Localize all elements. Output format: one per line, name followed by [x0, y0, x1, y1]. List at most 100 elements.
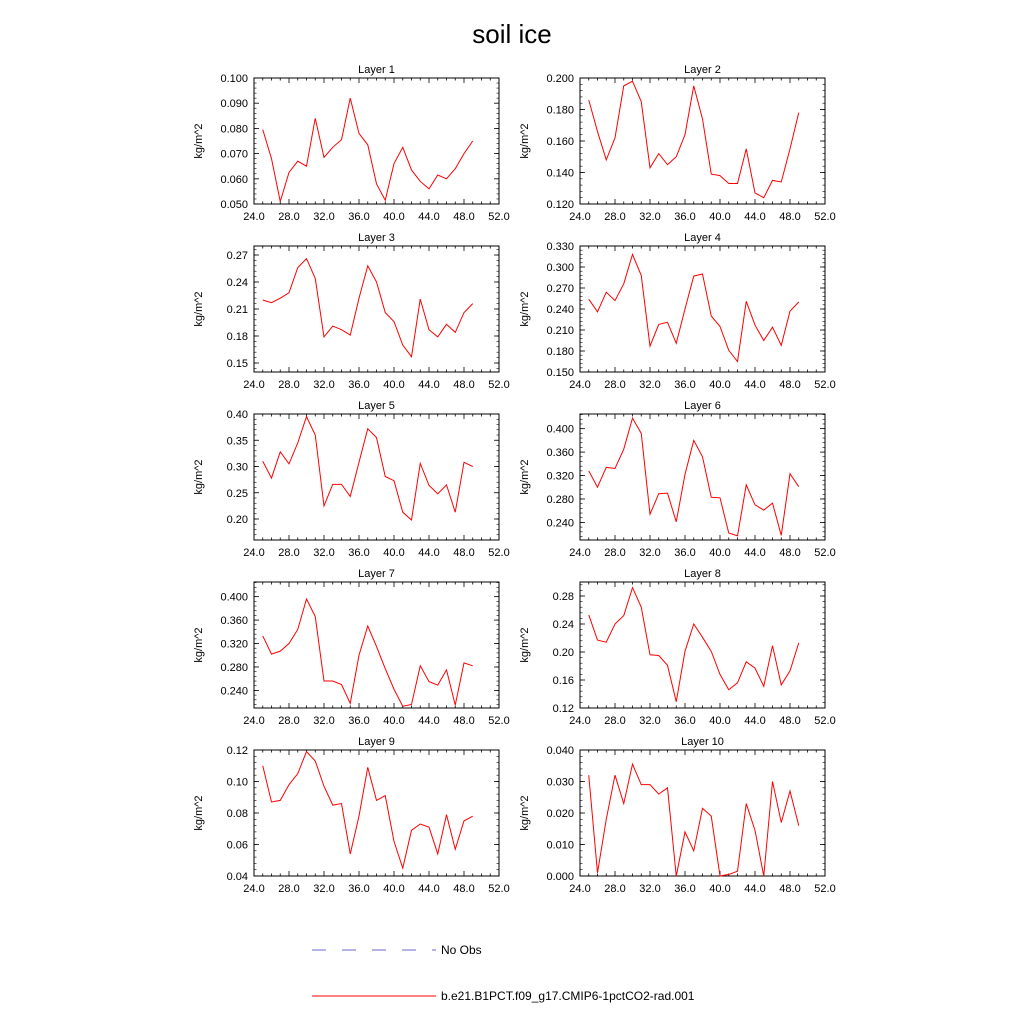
- y-tick-label: 0.000: [546, 871, 574, 883]
- x-tick-label: 52.0: [488, 379, 509, 391]
- x-tick-label: 32.0: [313, 547, 334, 559]
- y-tick-label: 0.320: [546, 471, 574, 483]
- x-tick-label: 48.0: [779, 715, 800, 727]
- series-line: [262, 98, 474, 202]
- x-tick-label: 32.0: [639, 211, 660, 223]
- y-tick-label: 0.35: [227, 435, 248, 447]
- x-tick-label: 44.0: [744, 547, 765, 559]
- y-tick-label: 0.030: [546, 777, 574, 789]
- x-tick-label: 24.0: [569, 883, 590, 895]
- x-tick-label: 32.0: [639, 547, 660, 559]
- y-tick-label: 0.120: [546, 199, 574, 211]
- y-tick-label: 0.140: [546, 168, 574, 180]
- x-tick-label: 48.0: [453, 883, 474, 895]
- panel-layer-4: Layer 4 kg/m^2 24.0 28.0 32.0 36.0 40.0 44.0 48.…: [519, 232, 836, 391]
- series-line: [262, 597, 473, 707]
- x-tick-label: 24.0: [243, 211, 264, 223]
- panel-title: Layer 10: [681, 736, 724, 748]
- y-tick-label: 0.160: [546, 136, 574, 148]
- panel-layer-5: Layer 5 kg/m^2 24.0 28.0 32.0 36.0 40.0 44.0 48.…: [193, 400, 510, 559]
- y-tick-label: 0.08: [227, 808, 248, 820]
- y-tick-label: 0.25: [227, 488, 248, 500]
- panel-layer-3: Layer 3 kg/m^2 24.0 28.0 32.0 36.0 40.0 44.0 48.…: [193, 232, 510, 391]
- x-tick-label: 52.0: [814, 883, 835, 895]
- legend: No Obs b.e21.B1PCT.f09_g17.CMIP6-1pctCO2…: [312, 943, 695, 1003]
- x-tick-label: 32.0: [313, 715, 334, 727]
- x-tick-label: 52.0: [814, 547, 835, 559]
- x-tick-label: 24.0: [243, 547, 264, 559]
- x-tick-label: 28.0: [278, 211, 299, 223]
- panel-layer-1: Layer 1 kg/m^2 24.0 28.0 32.0 36.0 40.0 44.0 48.…: [193, 64, 510, 223]
- y-tick-label: 0.040: [546, 745, 574, 757]
- y-tick-label: 0.400: [220, 592, 248, 604]
- plot-frame: [579, 245, 826, 373]
- y-tick-label: 0.40: [227, 409, 248, 421]
- y-tick-label: 0.080: [220, 123, 248, 135]
- y-tick-label: 0.360: [220, 615, 248, 627]
- x-tick-label: 32.0: [639, 883, 660, 895]
- x-tick-label: 40.0: [709, 547, 730, 559]
- panel-title: Layer 1: [358, 64, 395, 76]
- x-tick-label: 40.0: [709, 379, 730, 391]
- x-tick-label: 48.0: [453, 547, 474, 559]
- y-tick-label: 0.200: [546, 73, 574, 85]
- x-tick-label: 48.0: [453, 211, 474, 223]
- y-tick-label: 0.060: [220, 174, 248, 186]
- panel-layer-6: Layer 6 kg/m^2 24.0 28.0 32.0 36.0 40.0 44.0 48.…: [519, 400, 836, 559]
- x-tick-label: 28.0: [278, 547, 299, 559]
- y-tick-label: 0.020: [546, 808, 574, 820]
- y-tick-label: 0.30: [227, 462, 248, 474]
- x-tick-label: 24.0: [243, 715, 264, 727]
- y-tick-label: 0.330: [546, 241, 574, 253]
- x-tick-label: 24.0: [569, 211, 590, 223]
- x-tick-label: 44.0: [418, 547, 439, 559]
- y-tick-label: 0.050: [220, 199, 248, 211]
- panel-title: Layer 2: [684, 64, 721, 76]
- x-tick-label: 24.0: [243, 379, 264, 391]
- y-axis-label: kg/m^2: [193, 291, 205, 326]
- x-tick-label: 40.0: [709, 715, 730, 727]
- y-tick-label: 0.20: [227, 514, 248, 526]
- panel-layer-9: Layer 9 kg/m^2 24.0 28.0 32.0 36.0 40.0 44.0 48.…: [193, 736, 510, 895]
- y-axis-label: kg/m^2: [193, 795, 205, 830]
- x-tick-label: 52.0: [488, 883, 509, 895]
- y-tick-label: 0.24: [227, 277, 248, 289]
- series-line: [262, 257, 474, 358]
- x-tick-label: 28.0: [604, 379, 625, 391]
- y-tick-label: 0.070: [220, 149, 248, 161]
- y-tick-label: 0.21: [227, 304, 248, 316]
- panel-title: Layer 7: [358, 568, 395, 580]
- y-tick-label: 0.240: [220, 685, 248, 697]
- x-tick-label: 48.0: [779, 883, 800, 895]
- series-line: [588, 252, 800, 363]
- y-tick-label: 0.280: [546, 494, 574, 506]
- y-tick-label: 0.240: [546, 517, 574, 529]
- plot-frame: [253, 245, 500, 373]
- panel-layer-8: Layer 8 kg/m^2 24.0 28.0 32.0 36.0 40.0 44.0 48.…: [519, 568, 836, 727]
- x-tick-label: 28.0: [604, 883, 625, 895]
- y-axis-label: kg/m^2: [519, 123, 531, 158]
- y-tick-label: 0.180: [546, 105, 574, 117]
- plot-frame: [253, 77, 500, 205]
- x-tick-label: 28.0: [278, 715, 299, 727]
- x-tick-label: 44.0: [744, 211, 765, 223]
- panel-title: Layer 9: [358, 736, 395, 748]
- x-tick-label: 32.0: [313, 883, 334, 895]
- y-tick-label: 0.12: [227, 745, 248, 757]
- x-tick-label: 52.0: [488, 715, 509, 727]
- x-tick-label: 40.0: [383, 883, 404, 895]
- figure-title: soil ice: [472, 19, 551, 49]
- x-tick-label: 48.0: [453, 715, 474, 727]
- plot-frame: [579, 749, 826, 877]
- x-tick-label: 32.0: [639, 715, 660, 727]
- x-tick-label: 40.0: [383, 715, 404, 727]
- y-axis-label: kg/m^2: [193, 459, 205, 494]
- x-tick-label: 36.0: [674, 547, 695, 559]
- panel-layer-7: Layer 7 kg/m^2 24.0 28.0 32.0 36.0 40.0 44.0 48.…: [193, 568, 510, 727]
- x-tick-label: 48.0: [779, 379, 800, 391]
- plot-frame: [253, 581, 500, 709]
- x-tick-label: 28.0: [604, 211, 625, 223]
- y-axis-label: kg/m^2: [519, 459, 531, 494]
- x-tick-label: 52.0: [814, 211, 835, 223]
